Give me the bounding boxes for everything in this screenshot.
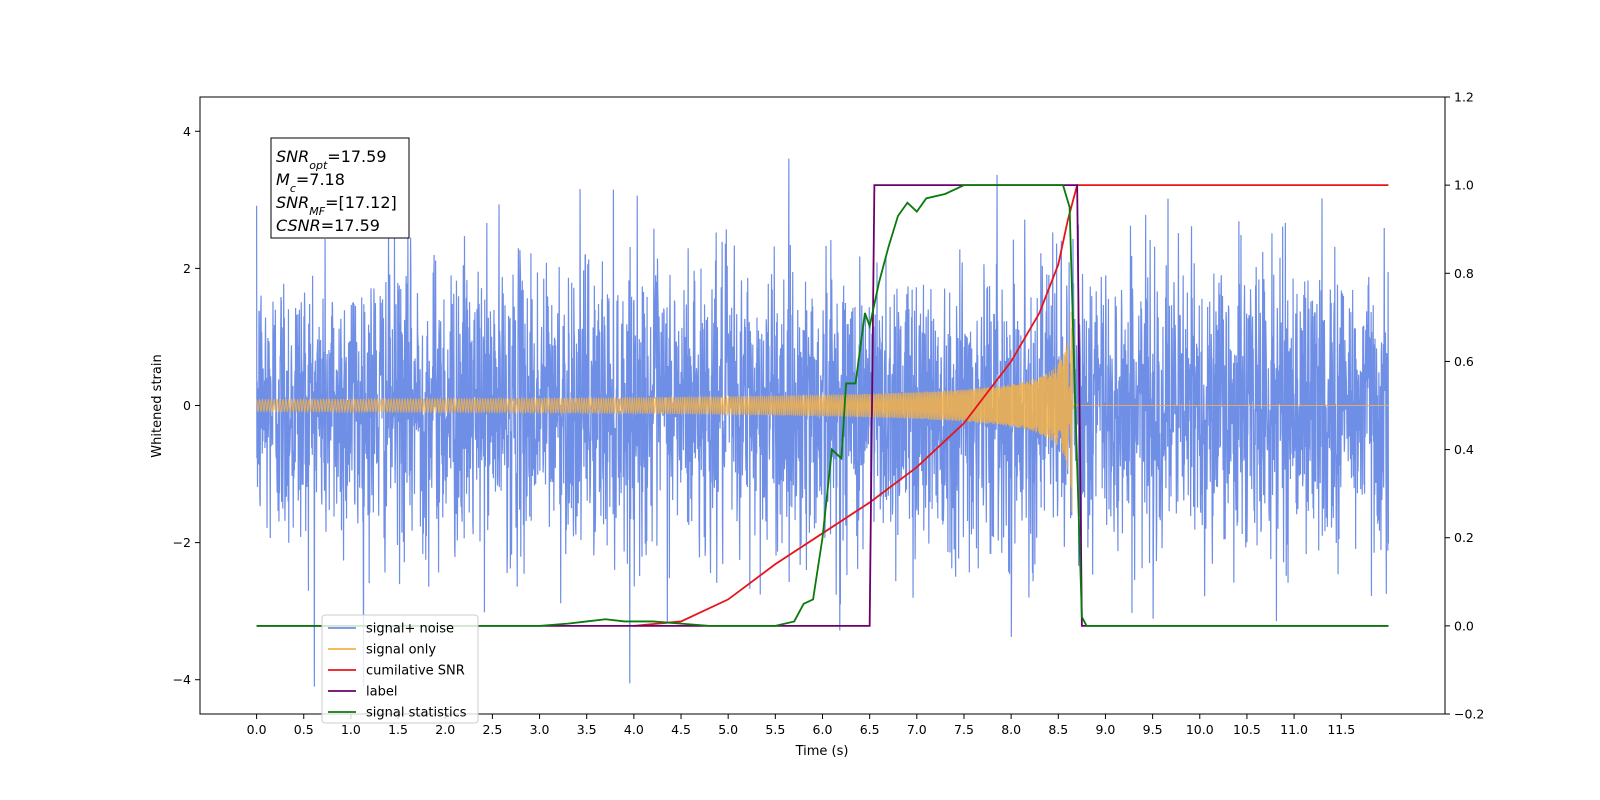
y-tick-label-left: 2 [183, 261, 191, 276]
series-signal-noise [255, 158, 1390, 687]
y-tick-label-left: 0 [183, 398, 191, 413]
annotation-value: =[17.12] [325, 193, 397, 212]
annotation-value: =17.59 [327, 147, 386, 166]
x-tick-label: 2.0 [435, 722, 455, 737]
annotation-base: SNR [276, 193, 309, 212]
series-layer [255, 158, 1390, 687]
annotation-sub: opt [309, 159, 328, 172]
annotation-box: SNRopt=17.59Mc=7.18SNRMF=[17.12]CSNR=17.… [270, 137, 410, 239]
x-tick-label: 11.0 [1280, 722, 1308, 737]
annotation-line: Mc=7.18 [276, 170, 345, 195]
y-tick-label-right: −0.2 [1454, 707, 1484, 722]
annotation-base: CSNR [276, 216, 321, 235]
x-tick-label: 10.0 [1186, 722, 1214, 737]
series-signal-statistics [256, 184, 1389, 627]
annotation-line: SNRMF=[17.12] [276, 193, 397, 218]
annotation-base: SNR [276, 147, 309, 166]
series-signal-only [256, 311, 1389, 513]
x-tick-label: 10.5 [1233, 722, 1261, 737]
x-tick-label: 1.0 [341, 722, 361, 737]
legend-entry: signal only [366, 643, 436, 658]
y-tick-label-right: 0.8 [1454, 266, 1474, 281]
y-tick-label-right: 1.0 [1454, 178, 1474, 193]
x-tick-label: 2.5 [482, 722, 502, 737]
y-tick-label-right: 0.6 [1454, 354, 1474, 369]
legend-entry: label [366, 685, 397, 700]
annotation-value: =7.18 [296, 170, 345, 189]
annotation-line: CSNR=17.59 [276, 216, 380, 235]
annotation-sub: c [290, 182, 296, 195]
y-axis-label: Whitened strain [150, 354, 165, 457]
x-tick-label: 8.0 [1001, 722, 1021, 737]
x-tick-label: 11.5 [1327, 722, 1355, 737]
y-tick-label-right: 1.2 [1454, 90, 1474, 105]
y-tick-label-right: 0.0 [1454, 618, 1474, 633]
y-tick-label-left: −2 [173, 535, 191, 550]
x-tick-label: 5.5 [765, 722, 785, 737]
y-axis-right: −0.2 0.0 0.2 0.4 0.6 0.8 1.0 1.2 [1445, 90, 1484, 722]
y-tick-label-right: 0.4 [1454, 442, 1474, 457]
series-cumulative-snr [633, 184, 1389, 627]
annotation-line: SNRopt=17.59 [276, 147, 387, 172]
x-tick-label: 8.5 [1048, 722, 1068, 737]
x-tick-label: 3.0 [530, 722, 550, 737]
annotation-sub: MF [309, 205, 325, 218]
annotation-base: M [276, 170, 290, 189]
legend-entry: cumilative SNR [366, 664, 465, 679]
x-tick-label: 7.5 [954, 722, 974, 737]
y-tick-label-left: 4 [183, 124, 191, 139]
x-tick-label: 7.0 [907, 722, 927, 737]
x-tick-label: 4.0 [624, 722, 644, 737]
x-tick-label: 6.0 [813, 722, 833, 737]
y-axis-left: −4 −2 0 2 4 [173, 124, 200, 687]
x-tick-label: 0.5 [294, 722, 314, 737]
x-tick-label: 9.5 [1143, 722, 1163, 737]
x-tick-label: 5.0 [718, 722, 738, 737]
legend-entry: signal+ noise [366, 622, 454, 637]
x-tick-label: 6.5 [860, 722, 880, 737]
x-tick-label: 3.5 [577, 722, 597, 737]
y-tick-label-right: 0.2 [1454, 530, 1474, 545]
x-tick-label: 9.0 [1096, 722, 1116, 737]
y-tick-label-left: −4 [173, 672, 191, 687]
legend-entry: signal statistics [366, 706, 467, 721]
annotation-value: =17.59 [321, 216, 380, 235]
x-tick-label: 0.0 [247, 722, 267, 737]
x-axis-label: Time (s) [795, 744, 849, 759]
legend: signal+ noise signal only cumilative SNR la… [321, 614, 479, 724]
x-tick-label: 4.5 [671, 722, 691, 737]
x-tick-label: 1.5 [388, 722, 408, 737]
annotation-frame [270, 137, 410, 239]
x-axis: 0.0 0.5 1.0 1.5 2.0 2.5 3.0 3.5 4.0 4.5 5.0 5.5 6.0 6… [247, 714, 1355, 737]
legend-frame [321, 614, 479, 724]
